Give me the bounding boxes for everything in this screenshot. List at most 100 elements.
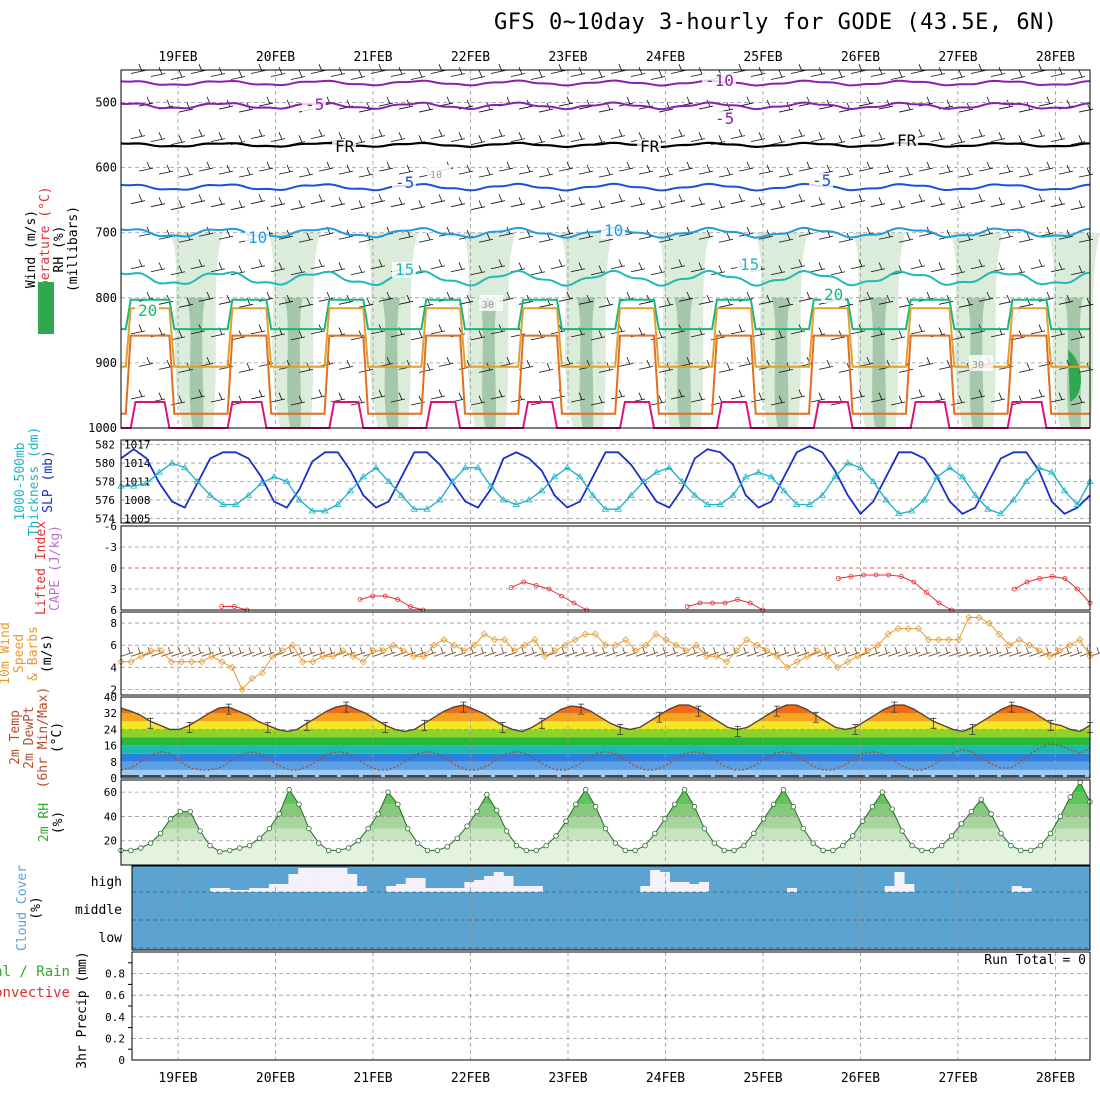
temp-band [121,761,1090,770]
wind-barb [750,67,766,77]
wind-barb [530,70,546,80]
wind-barb [538,167,554,178]
tick-label: 20 [104,835,117,848]
thickness-point [283,477,291,484]
rh-point [494,807,500,814]
wind-speed-point [389,641,398,649]
lifted-index-point [1075,586,1080,592]
wind-barb [252,647,265,657]
thickness-point [576,473,584,480]
wind-barb [930,197,946,208]
rh-shade [187,297,205,428]
rh-point [741,842,747,849]
wind-speed-point [1005,641,1013,649]
cloud-gap [454,888,465,892]
wind-barb [988,647,1002,657]
label-bg [302,97,326,113]
rh-point [1067,794,1073,800]
thickness-point [219,500,227,507]
wind-barb [338,294,354,305]
label-bg [894,133,918,149]
wind-barb [510,67,526,77]
wind-barb [590,330,606,341]
tick-label: 60 [104,786,117,799]
wind-barb [330,392,346,403]
wind-barb [618,161,634,172]
wind-barb [847,647,860,657]
axis-label: 10m Wind [0,622,13,685]
cloud-gap [503,876,514,892]
wind-barb [798,291,814,302]
lifted-index-line [510,581,587,611]
wind-barb [578,229,594,240]
date-label: 27FEB [938,50,977,65]
wind-barb [625,647,638,657]
rh-point [602,825,609,832]
wind-barb [270,67,286,77]
wind-barb [670,129,686,139]
tick-label: 6 [110,639,117,652]
rh-point [405,825,411,832]
wind-barb [686,647,699,657]
cloud-gap [219,888,231,892]
rh-point [414,840,421,846]
temp-band [121,745,1090,754]
rh-point [454,835,460,841]
thickness-point [474,463,482,471]
thickness-point [295,496,304,503]
tick-label: high [91,875,122,890]
wind-barb [787,647,800,657]
wind-barb [635,647,648,657]
minmax-bar [812,711,819,723]
wind-speed-point [894,625,902,633]
wind-barb [258,161,274,172]
wind-barb [398,99,414,110]
wind-barb [890,330,906,341]
wind-barb [438,356,454,367]
thickness-point [270,473,278,480]
axis-label: Cloud Cover [15,865,30,951]
date-label: 24FEB [646,1071,685,1086]
thickness-point [372,463,380,471]
rh-point [503,828,510,834]
wind-barb [898,647,911,657]
minmax-bar [734,726,741,737]
isotherm [121,334,1090,415]
wind-barb [958,167,974,178]
wind-barb [430,129,446,139]
wind-speed-point [490,636,499,644]
axis-label: Speed [12,634,27,673]
wind-barb [490,389,506,400]
wind-barb [970,129,986,139]
wind-speed-point [844,658,852,666]
wind-speed-point [702,652,711,660]
label-bg [821,287,845,303]
tick-label: 8 [110,756,117,769]
date-label: 22FEB [451,50,490,65]
tick-label: 8 [110,617,117,630]
wind-barb [1050,67,1066,77]
wind-barb [298,232,314,243]
thickness-point [461,463,469,471]
wind-barb [383,647,396,657]
wind-barb [478,167,494,178]
wind-speed-point [712,652,721,660]
wind-barb [990,197,1006,208]
wind-barb [290,330,306,341]
wind-barb [430,389,446,400]
wind-barb [210,197,226,208]
label-bg [601,223,625,239]
wind-barb [870,262,886,273]
rh-point [721,847,727,854]
axis-label: 2m DewPt [22,706,37,769]
rh-point [701,825,708,832]
wind-barb [130,64,146,74]
temp-line [120,704,1091,733]
wind-barb [990,67,1006,77]
wind-barb [938,164,954,175]
thickness-point [206,491,214,498]
label-bg [427,165,451,181]
cloud-gap [640,886,651,892]
wind-speed-point [955,636,963,644]
axis-label: 2m RH [37,803,52,842]
